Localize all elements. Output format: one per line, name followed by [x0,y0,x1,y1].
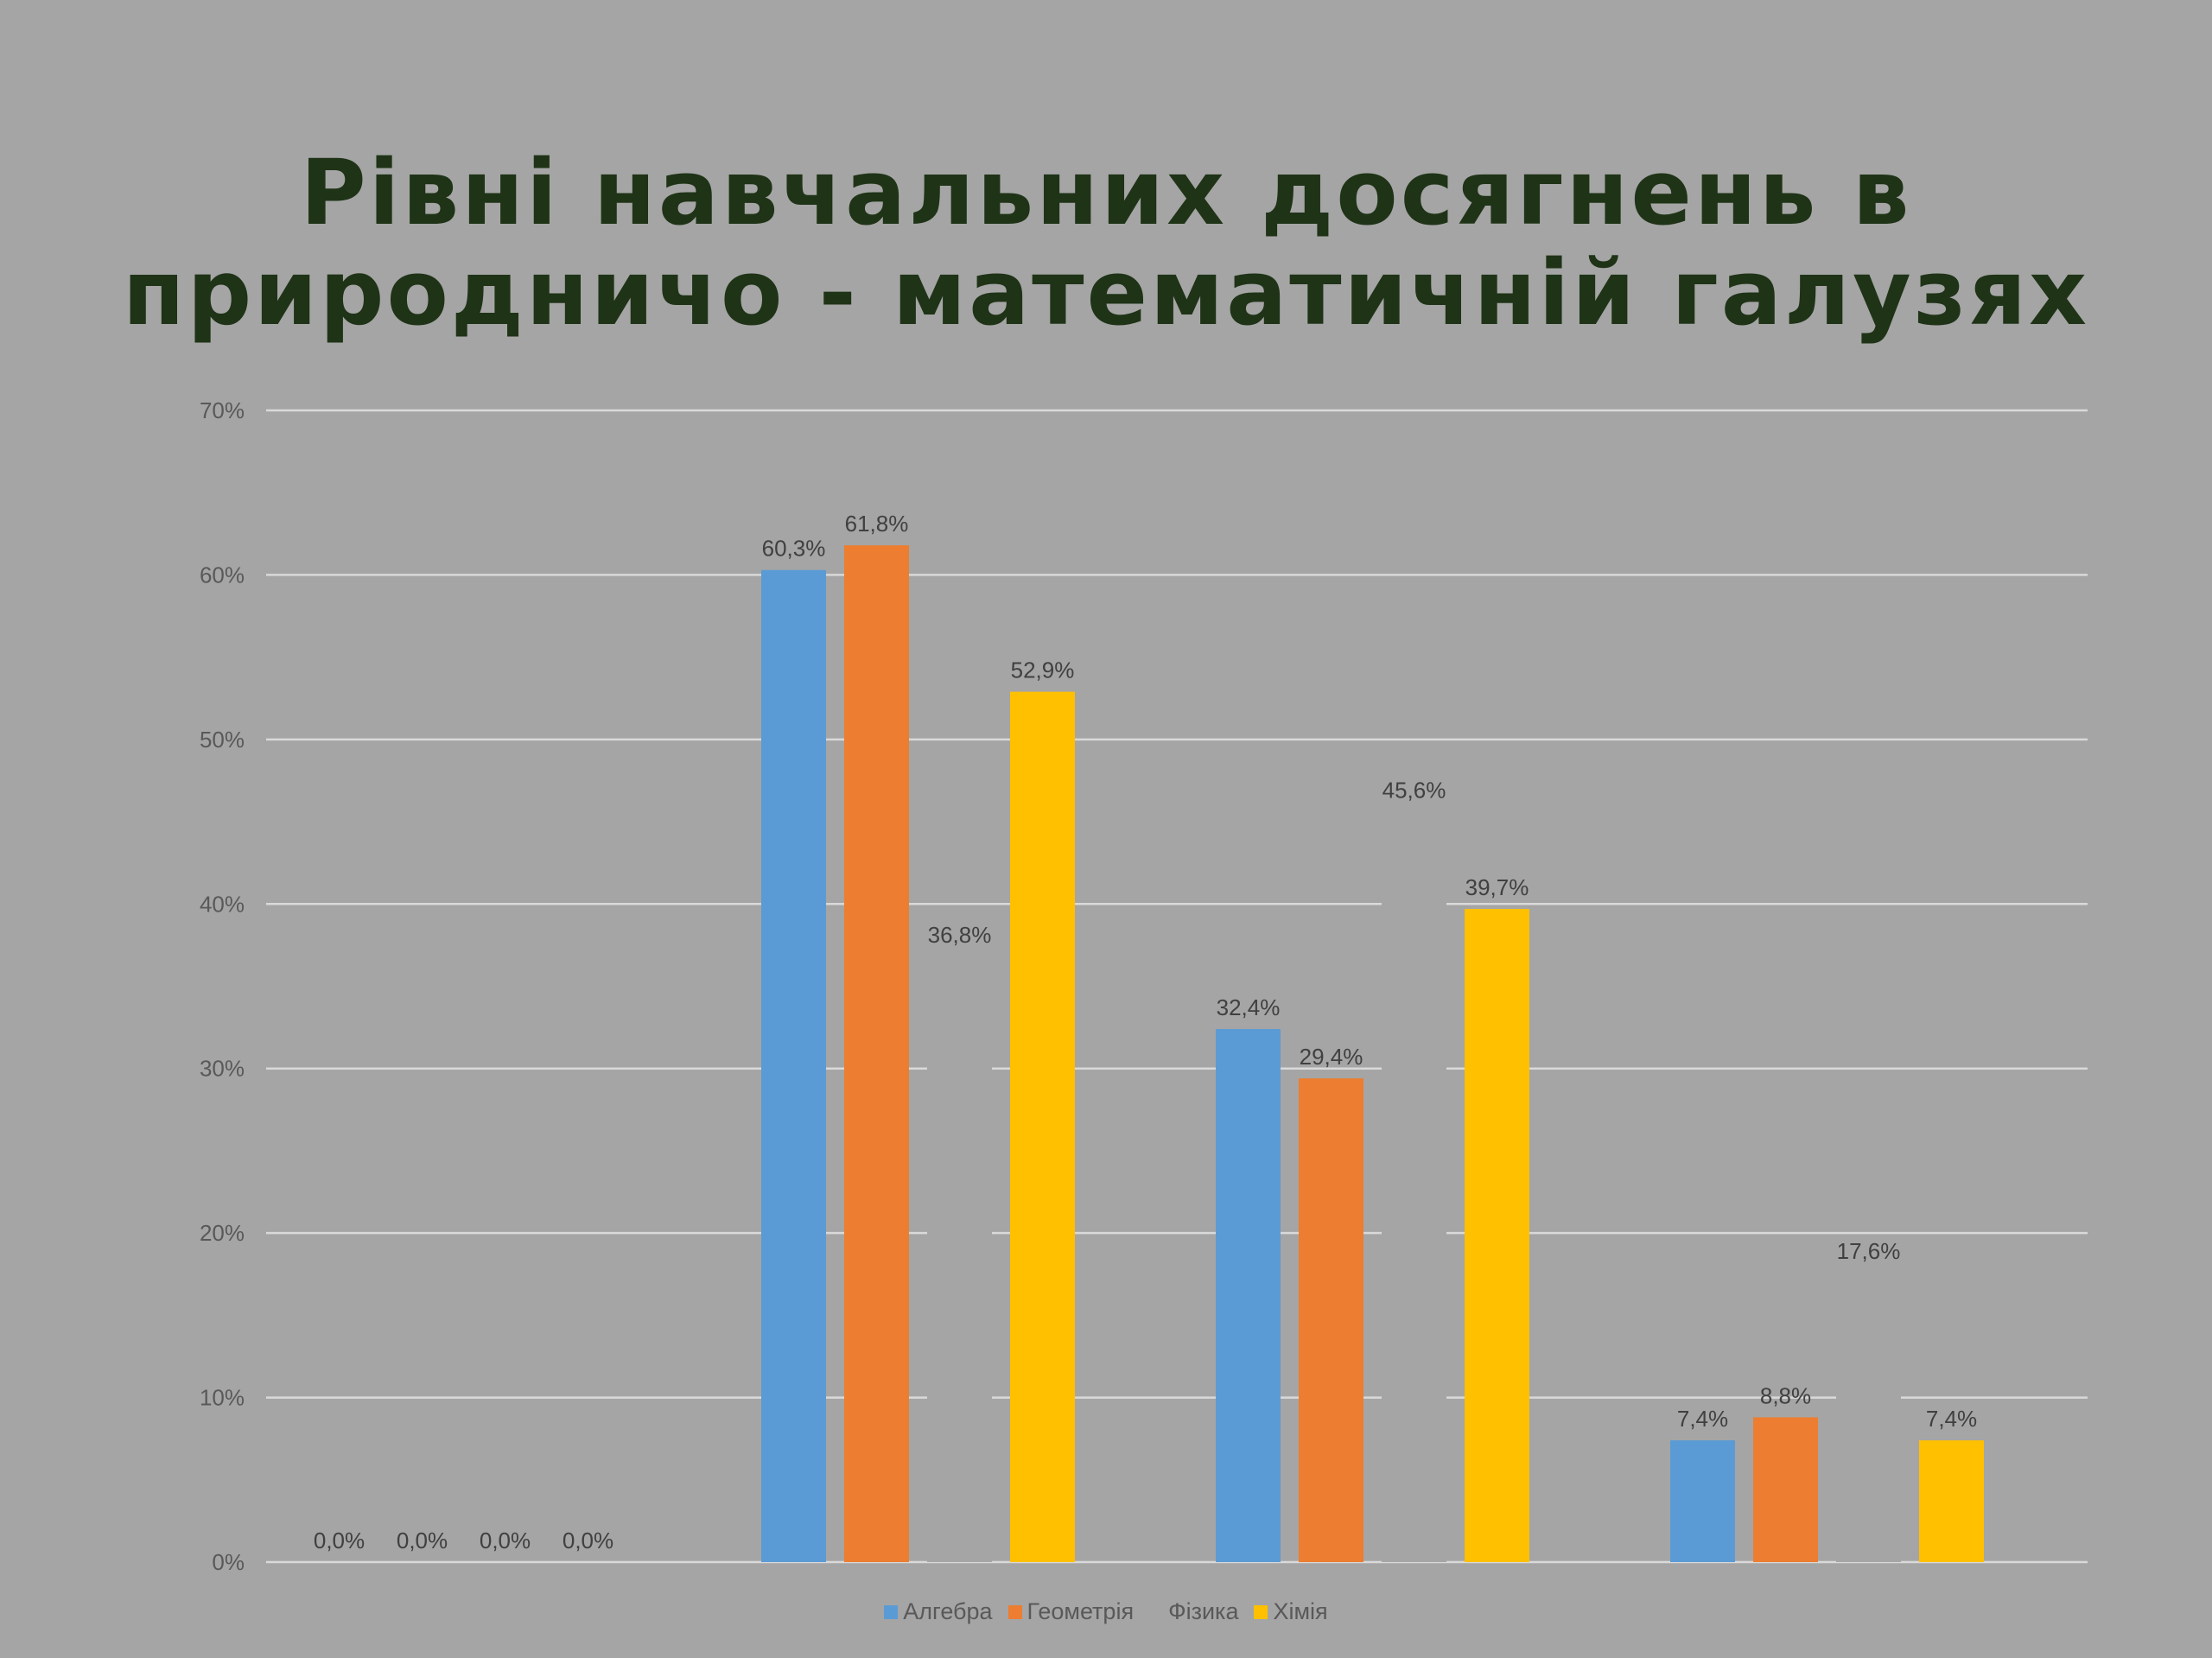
bar [1836,1272,1901,1562]
y-tick-label: 30% [200,1056,245,1082]
data-label: 61,8% [845,511,909,537]
legend-item: Фізика [1149,1598,1238,1625]
legend-swatch [884,1604,899,1619]
bar [1919,1440,1984,1562]
legend-label: Фізика [1168,1598,1239,1624]
data-label: 0,0% [480,1528,531,1553]
y-tick-label: 50% [200,727,245,753]
data-label: 39,7% [1465,874,1529,900]
bar [1753,1417,1818,1562]
legend-item: Хімія [1254,1598,1328,1625]
bar [1382,811,1446,1562]
data-label: 0,0% [314,1528,365,1553]
chart-title-line-1: Рівні навчальних досягнень в [300,140,1912,245]
y-tick-label: 0% [212,1549,245,1575]
legend-label: Геометрія [1027,1598,1135,1624]
legend-label: Хімія [1273,1598,1328,1624]
chart-title: Рівні навчальних досягнень в природничо … [0,143,2212,343]
legend-item: Геометрія [1007,1598,1135,1625]
bar [1465,908,1529,1562]
y-tick-label: 70% [200,397,245,423]
bar [1010,691,1075,1562]
legend-label: Алгебра [903,1598,993,1624]
bar [927,956,992,1562]
data-label: 36,8% [928,922,992,948]
chart-legend: Алгебра Геометрія Фізика Хімія [0,1598,2212,1625]
bar [1216,1029,1281,1562]
y-tick-label: 60% [200,562,245,588]
legend-swatch [1007,1604,1022,1619]
data-label: 60,3% [762,536,826,562]
bar [761,569,826,1562]
bar [844,545,909,1563]
data-label: 7,4% [1926,1406,1977,1432]
data-label: 32,4% [1217,994,1281,1020]
bar [1670,1440,1735,1562]
data-label: 0,0% [397,1528,448,1553]
data-label: 29,4% [1300,1044,1363,1070]
data-label: 0,0% [563,1528,613,1553]
data-label: 8,8% [1760,1382,1811,1408]
data-label: 45,6% [1382,778,1446,804]
y-tick-label: 20% [200,1220,245,1246]
data-label: 17,6% [1837,1238,1901,1264]
legend-swatch [1254,1604,1268,1619]
y-tick-label: 40% [200,891,245,917]
legend-item: Алгебра [884,1598,993,1625]
bar [1299,1078,1363,1562]
data-label: 7,4% [1677,1406,1728,1432]
y-tick-label: 10% [200,1385,245,1411]
data-label: 52,9% [1011,657,1075,683]
legend-swatch [1149,1604,1164,1619]
chart-title-line-2: природничо - математичній галузях [122,240,2090,346]
